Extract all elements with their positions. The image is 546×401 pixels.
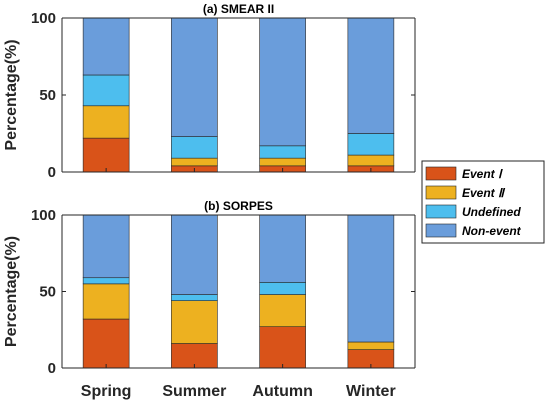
bar-2-autumn-s4 <box>259 214 306 283</box>
bar-1-summer-s2 <box>171 157 218 167</box>
panel-title: (b) SORPES <box>204 199 273 213</box>
bar-2-winter-s4 <box>347 214 395 343</box>
bar-2-spring-s2 <box>82 283 130 320</box>
bar-1-winter-s2 <box>347 154 395 167</box>
panel-1: 0 50 100 (a) SMEAR II Percentage(%) <box>3 2 416 181</box>
legend: Event Ⅰ Event Ⅱ Undefined Non-event <box>421 160 545 244</box>
x-tick-label-summer: Summer <box>162 383 226 400</box>
bar-2-spring-s1 <box>82 318 130 369</box>
bar-2-autumn-s2 <box>259 294 306 327</box>
bar-1-autumn-s2 <box>259 157 306 167</box>
legend-swatch <box>425 166 457 181</box>
bar-1-winter-s3 <box>347 133 395 156</box>
x-tick-label-autumn: Autumn <box>252 383 312 400</box>
x-tick-label-winter: Winter <box>346 383 396 400</box>
bar-2-spring-s3 <box>82 277 130 285</box>
bar-1-spring-s1 <box>82 137 130 173</box>
bar-2-winter-s2 <box>347 341 395 350</box>
bar-1-winter-s4 <box>347 17 395 134</box>
legend-swatch <box>425 204 457 219</box>
legend-label: Non-event <box>462 224 522 238</box>
bar-1-spring-s3 <box>82 74 130 107</box>
y-axis-label: Percentage(%) <box>3 236 20 347</box>
y-tick-label: 0 <box>48 360 56 377</box>
bar-2-autumn-s3 <box>259 282 306 295</box>
y-tick-label: 50 <box>39 284 56 301</box>
bar-1-spring-s4 <box>82 17 130 76</box>
bar-2-summer-s4 <box>171 214 218 295</box>
bar-2-autumn-s1 <box>259 326 306 369</box>
legend-label: Undefined <box>462 205 521 219</box>
bar-1-summer-s3 <box>171 136 218 159</box>
bar-1-spring-s2 <box>82 105 130 139</box>
bar-1-autumn-s4 <box>259 17 306 147</box>
y-axis-label: Percentage(%) <box>3 39 20 150</box>
bar-1-summer-s4 <box>171 17 218 137</box>
panel-title: (a) SMEAR II <box>203 2 274 16</box>
y-tick-label: 0 <box>48 164 56 181</box>
bar-2-summer-s2 <box>171 300 218 344</box>
legend-label: Event Ⅰ <box>462 167 503 181</box>
legend-swatch <box>425 185 457 200</box>
bar-2-summer-s3 <box>171 294 218 301</box>
chart-panels: 0 50 100 (a) SMEAR II Percentage(%) 0 50 100 Spr… <box>3 2 416 400</box>
x-tick-label-spring: Spring <box>81 383 132 400</box>
bar-2-spring-s4 <box>82 214 130 279</box>
y-tick-label: 100 <box>31 10 56 27</box>
legend-label: Event Ⅱ <box>462 186 506 200</box>
y-tick-label: 50 <box>39 87 56 104</box>
panel-2: 0 50 100 Spring Summer Autumn Winter (b) SORPES… <box>3 199 416 400</box>
legend-swatch <box>425 223 457 238</box>
y-tick-label: 100 <box>31 207 56 224</box>
bar-1-autumn-s3 <box>259 145 306 159</box>
